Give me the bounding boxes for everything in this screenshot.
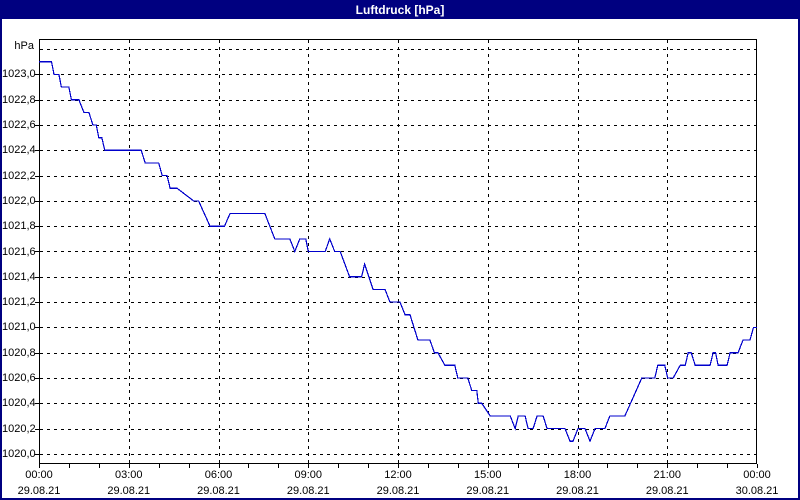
x-axis-tick-time: 00:00 <box>25 469 53 481</box>
y-axis-label: 1022,2 <box>2 169 36 182</box>
x-axis-tick-date: 29.08.21 <box>376 485 420 497</box>
x-axis-tick-date: 29.08.21 <box>645 485 689 497</box>
x-axis-tick-date: 29.08.21 <box>197 485 240 497</box>
x-axis-tick-date: 29.08.21 <box>286 485 330 497</box>
y-axis-label: 1021,2 <box>2 296 36 309</box>
x-axis-tick-time: 06:00 <box>204 469 233 481</box>
pressure-line-chart <box>35 39 758 468</box>
x-axis-tick-time: 03:00 <box>114 469 143 481</box>
x-axis-tick-date: 29.08.21 <box>556 485 599 497</box>
x-axis-tick-time: 09:00 <box>294 469 323 481</box>
y-axis-unit-label: hPa <box>14 40 34 52</box>
x-axis-tick-date: 30.08.21 <box>735 485 779 497</box>
y-axis-label: 1022,8 <box>2 93 36 106</box>
y-axis-label: 1022,4 <box>2 144 36 157</box>
y-axis-label: 1022,0 <box>2 194 36 207</box>
y-axis-label: 1020,8 <box>2 346 36 359</box>
title-bar: Luftdruck [hPa] <box>2 2 798 19</box>
chart-title: Luftdruck [hPa] <box>355 3 445 17</box>
x-axis-tick-time: 18:00 <box>563 469 592 481</box>
y-axis-label: 1020,6 <box>2 371 36 384</box>
y-axis-label: 1021,6 <box>2 245 36 258</box>
x-axis-tick-date: 29.08.21 <box>17 485 61 497</box>
y-axis-label: 1023,0 <box>2 68 36 81</box>
y-axis-label: 1020,2 <box>2 422 36 435</box>
y-axis-label: 1020,0 <box>2 447 36 460</box>
x-axis-tick-time: 12:00 <box>384 469 412 481</box>
y-axis-label: 1022,6 <box>2 119 36 131</box>
series-luftdruck <box>39 61 757 443</box>
x-axis-tick-date: 29.08.21 <box>466 485 510 497</box>
x-axis-tick-date: 29.08.21 <box>107 485 151 497</box>
x-axis-tick-time: 00:00 <box>743 469 771 481</box>
y-axis-label: 1021,0 <box>2 321 36 334</box>
x-axis-tick-time: 21:00 <box>653 469 682 481</box>
y-axis-label: 1020,4 <box>2 397 36 410</box>
x-axis-tick-time: 15:00 <box>473 469 502 481</box>
chart-area: hPa 1023,0 1022,8 1022,6 1022,4 1022,2 1022,0… <box>2 19 798 498</box>
y-axis-label: 1021,8 <box>2 220 36 233</box>
y-axis-label: 1021,4 <box>2 270 36 283</box>
